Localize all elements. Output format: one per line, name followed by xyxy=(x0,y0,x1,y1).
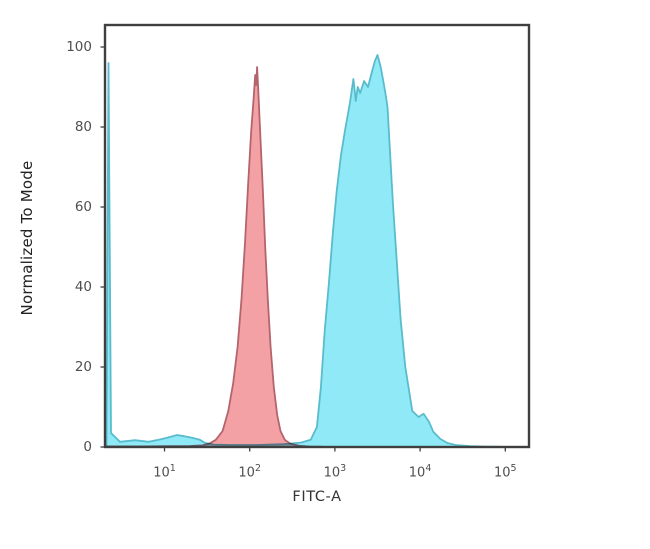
series-red-control-peak xyxy=(104,66,323,448)
y-tick-label-60: 60 xyxy=(74,199,92,215)
plot-border xyxy=(103,23,531,449)
y-tick-label-100: 100 xyxy=(66,39,92,55)
y-tick-label-80: 80 xyxy=(74,119,92,135)
x-axis-title: FITC-A xyxy=(292,489,342,505)
x-tick-label-10e2: 102 xyxy=(238,463,261,481)
x-tick-label-10e5: 105 xyxy=(493,463,517,481)
x-tick-label-10e3: 103 xyxy=(323,463,347,481)
y-tick-label-40: 40 xyxy=(74,279,92,295)
y-tick-label-20: 20 xyxy=(74,359,92,375)
series-cyan-sample-peak xyxy=(105,54,503,448)
x-tick-label-10e1: 101 xyxy=(153,463,176,481)
x-tick-label-10e4: 104 xyxy=(408,463,432,481)
y-tick-label-0: 0 xyxy=(83,439,92,455)
y-axis-title: Normalized To Mode xyxy=(18,160,36,316)
